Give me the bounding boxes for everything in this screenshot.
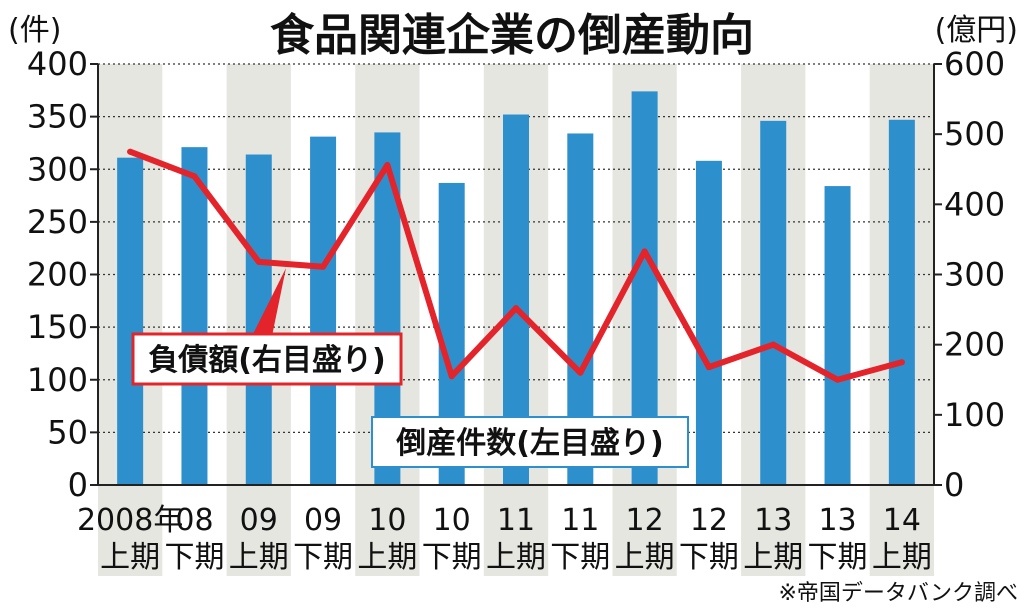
- right-tick-label: 300: [944, 256, 1005, 294]
- right-tick-labels: 0 100 200 300 400 500 600: [944, 45, 1005, 504]
- debt-point: [384, 162, 391, 169]
- debt-point: [255, 258, 262, 265]
- line-series: [127, 148, 905, 383]
- debt-point: [448, 373, 455, 380]
- x-tick-label-half: 下期: [550, 540, 610, 575]
- debt-legend-box: [131, 332, 403, 386]
- source-note: ※帝国データバンク調べ: [778, 581, 1018, 606]
- x-tick-label-year: 11: [497, 503, 535, 538]
- right-tick-label: 200: [944, 326, 1005, 364]
- left-tick-label: 350: [27, 98, 88, 136]
- left-tick-label: 250: [27, 203, 88, 241]
- bar: [117, 157, 144, 486]
- x-tick-label-half: 上期: [486, 540, 546, 575]
- bar: [888, 119, 915, 485]
- x-tick-label-half: 下期: [293, 540, 353, 575]
- x-tick-label-half: 下期: [808, 540, 868, 575]
- x-tick-label-half: 上期: [357, 540, 417, 575]
- count-legend-box: [371, 416, 689, 468]
- debt-point: [898, 359, 905, 366]
- left-tick-label: 300: [27, 150, 88, 188]
- x-tick-label-year: 13: [818, 503, 856, 538]
- x-tick-labels: 2008年上期08下期09上期09下期10上期10下期11上期11下期12上期1…: [77, 503, 932, 575]
- left-tick-labels: 0 50 100 150 200 250 300 350 400: [27, 45, 88, 504]
- x-tick-label-year: 11: [561, 503, 599, 538]
- x-tick-label-year: 14: [883, 503, 921, 538]
- debt-point: [641, 248, 648, 255]
- x-tick-label-half: 上期: [872, 540, 932, 575]
- callout-pointer: [252, 268, 286, 336]
- debt-point: [320, 263, 327, 270]
- count-legend-callout: 倒産件数(左目盛り): [371, 416, 689, 468]
- x-tick-label-half: 上期: [229, 540, 289, 575]
- x-tick-label-year: 08: [175, 503, 213, 538]
- debt-point: [513, 305, 519, 312]
- bar: [760, 120, 787, 486]
- bar: [824, 186, 851, 485]
- right-axis-unit: (億円): [935, 13, 1018, 48]
- debt-point: [834, 376, 841, 383]
- debt-point: [191, 173, 198, 180]
- chart-title: 食品関連企業の倒産動向: [270, 10, 754, 61]
- debt-legend-label: 負債額(右目盛り): [148, 343, 385, 378]
- axes: [90, 63, 942, 486]
- debt-point: [770, 341, 777, 348]
- right-tick-label: 400: [944, 185, 1005, 223]
- left-tick-label: 400: [27, 45, 88, 83]
- left-tick-label: 200: [27, 256, 88, 294]
- x-tick-label-half: 上期: [615, 540, 675, 575]
- x-tick-label-half: 下期: [164, 540, 224, 575]
- bar: [181, 147, 208, 485]
- debt-point: [577, 369, 584, 376]
- left-tick-label: 50: [47, 413, 88, 451]
- x-tick-label-year: 12: [690, 503, 728, 538]
- right-tick-label: 100: [944, 396, 1005, 434]
- x-tick-label-half: 上期: [100, 540, 160, 575]
- left-tick-label: 0: [68, 466, 88, 504]
- x-tick-label-year: 10: [433, 503, 471, 538]
- x-tick-label-year: 2008年: [77, 503, 183, 538]
- x-tick-label-year: 09: [304, 503, 342, 538]
- count-legend-label: 倒産件数(左目盛り): [395, 426, 663, 461]
- x-tick-label-half: 下期: [422, 540, 482, 575]
- bar: [310, 136, 337, 485]
- x-tick-label-half: 上期: [743, 540, 803, 575]
- x-tick-label-year: 09: [240, 503, 278, 538]
- left-tick-label: 100: [27, 361, 88, 399]
- right-tick-label: 500: [944, 115, 1005, 153]
- debt-point: [705, 364, 712, 371]
- bar: [695, 160, 722, 485]
- x-tick-label-year: 12: [626, 503, 664, 538]
- right-tick-label: 600: [944, 45, 1005, 83]
- debt-point: [127, 148, 134, 155]
- left-axis-unit: (件): [8, 13, 61, 48]
- right-tick-label: 0: [944, 466, 964, 504]
- x-tick-label-year: 13: [754, 503, 792, 538]
- x-tick-label-year: 10: [368, 503, 406, 538]
- debt-legend-callout: 負債額(右目盛り): [131, 268, 403, 386]
- x-tick-label-half: 下期: [679, 540, 739, 575]
- grid-lines: [98, 63, 934, 433]
- left-tick-label: 150: [27, 308, 88, 346]
